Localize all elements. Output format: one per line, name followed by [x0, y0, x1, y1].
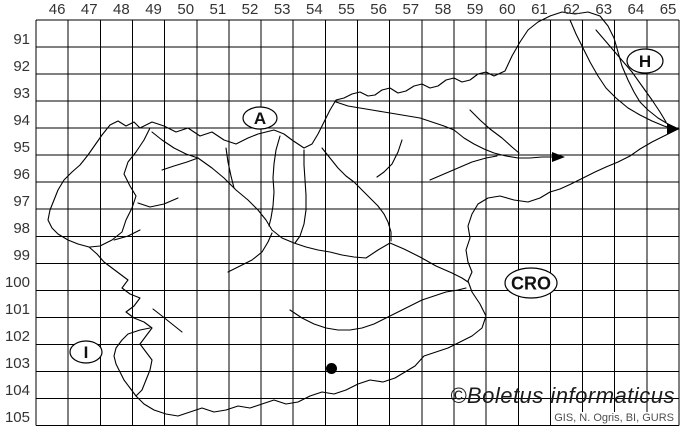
grid-col-label: 59	[466, 1, 484, 18]
grid-col-label: 65	[659, 1, 677, 18]
hungary-code: H	[639, 52, 651, 71]
hungary-ellipse	[626, 48, 664, 74]
grid-row-label: 93	[13, 85, 30, 102]
grid-row-label: 105	[4, 409, 30, 426]
river-pesnica-path	[469, 109, 520, 154]
grid-col-label: 61	[531, 1, 548, 18]
grid-column-labels: 46 47 48 49 50 51 52 53 54 55 56 57 58 59 60 61 62 63 64 65	[36, 0, 679, 19]
grid-col-label: 64	[627, 1, 645, 18]
grid-row-label: 91	[13, 31, 30, 48]
austria-code: A	[254, 109, 266, 128]
coastline-path	[88, 246, 153, 397]
river-trziska-path	[225, 147, 235, 189]
river-sava-path	[197, 157, 469, 283]
border-west-north-path	[47, 11, 677, 248]
grid-row-label: 103	[4, 355, 30, 372]
grid-row-label: 102	[4, 328, 30, 345]
record-dot	[326, 363, 337, 374]
grid-col-label: 47	[80, 1, 98, 18]
mura-exit-arrow-icon	[667, 123, 680, 134]
river-savinja-path	[321, 147, 392, 242]
river-dravinja-path	[429, 155, 498, 181]
italy-ellipse	[69, 340, 103, 364]
river-kamniska-path	[294, 149, 307, 244]
grid-col-label: 52	[241, 1, 259, 18]
grid-col-label: 53	[273, 1, 291, 18]
river-krka-path	[289, 287, 467, 331]
country-label-austria: A	[242, 106, 278, 130]
grid-row-label: 97	[13, 193, 30, 210]
river-sava-bohinjka-path	[161, 157, 199, 171]
river-ledava-path	[595, 29, 667, 123]
grid-col-label: 49	[145, 1, 162, 18]
grid-row-label: 98	[13, 220, 30, 237]
river-kokra-path	[268, 135, 281, 227]
rivers	[89, 19, 680, 333]
river-vipava-path	[113, 229, 141, 241]
grid-col-label: 58	[434, 1, 452, 18]
grid-col-label: 63	[595, 1, 613, 18]
grid-row-label: 101	[4, 301, 30, 318]
country-label-italy: I	[69, 340, 103, 364]
grid-col-label: 51	[209, 1, 227, 18]
border-east-south-path	[113, 129, 677, 417]
grid-col-label: 62	[563, 1, 580, 18]
grid-col-label: 57	[402, 1, 420, 18]
country-label-croatia: CRO	[504, 267, 558, 299]
attribution-text: GIS, N. Ogris, BI, GURS	[551, 412, 677, 425]
croatia-code: CRO	[511, 273, 551, 293]
grid-col-label: 50	[177, 1, 195, 18]
river-idrijca-path	[137, 197, 179, 208]
grid-col-label: 46	[48, 1, 66, 18]
watermark-text: ©Boletus informaticus	[450, 383, 675, 408]
grid-row-label: 94	[13, 112, 30, 129]
croatia-ellipse	[504, 267, 558, 299]
austria-ellipse	[242, 106, 278, 130]
grid-col-label: 60	[498, 1, 516, 18]
grid-row-labels: 91 92 93 94 95 96 97 98 99 100 101 102 103 104 105	[0, 20, 32, 426]
river-sava-dolinka-path	[151, 131, 199, 159]
grid-row-label: 92	[13, 58, 30, 75]
grid-col-label: 56	[370, 1, 387, 18]
river-soca-path	[89, 127, 151, 248]
grid-col-label: 48	[113, 1, 130, 18]
country-label-hungary: H	[626, 48, 664, 74]
coordinate-grid	[35, 19, 680, 426]
river-ljubljanica-path	[227, 232, 273, 273]
grid-col-label: 55	[338, 1, 355, 18]
grid-row-label: 104	[4, 382, 30, 399]
river-drava-path	[335, 101, 555, 159]
river-mura-path	[569, 19, 675, 130]
river-paka-path	[376, 139, 403, 178]
country-borders	[47, 11, 677, 417]
grid-row-label: 96	[13, 166, 30, 183]
grid-col-label: 54	[305, 1, 323, 18]
drava-exit-arrow-icon	[552, 152, 565, 162]
italy-code: I	[84, 343, 89, 362]
grid-row-label: 95	[13, 139, 30, 156]
river-reka-path	[152, 308, 183, 333]
grid-row-label: 99	[13, 247, 30, 264]
grid-row-label: 100	[4, 274, 30, 291]
